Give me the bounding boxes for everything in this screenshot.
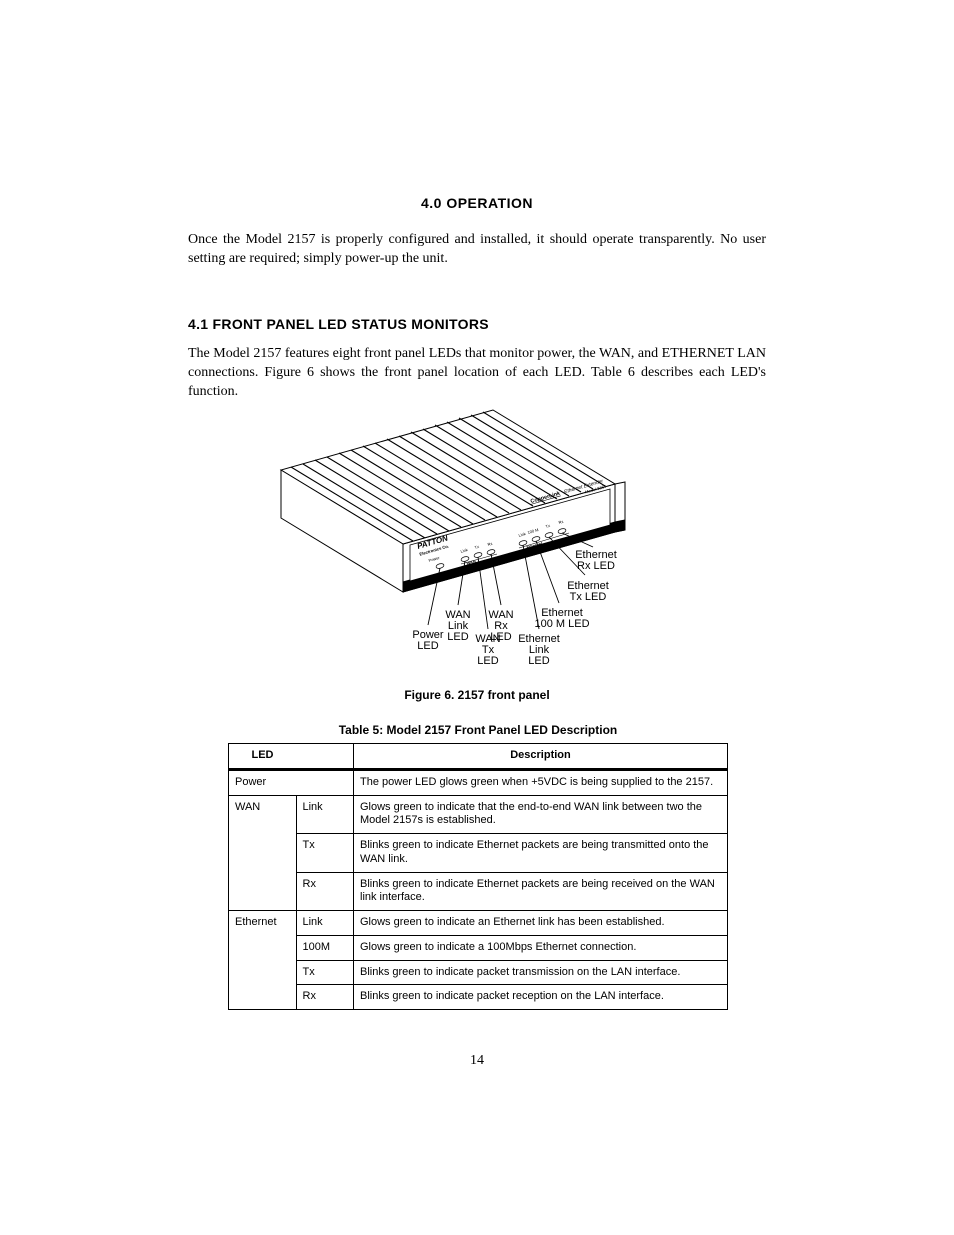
td-led-sig: Link	[296, 795, 354, 834]
callout-eth-100m-led: Ethernet100 M LED	[534, 607, 589, 630]
callout-wan-link-led: WANLinkLED	[445, 609, 470, 643]
subsection-title: 4.1 FRONT PANEL LED STATUS MONITORS	[188, 316, 489, 332]
td-led-group: Ethernet	[229, 911, 297, 1010]
table-row: Tx Blinks green to indicate packet trans…	[229, 960, 728, 985]
callout-eth-rx-led: EthernetRx LED	[575, 549, 617, 572]
td-desc: The power LED glows green when +5VDC is …	[354, 769, 728, 795]
td-desc: Blinks green to indicate packet receptio…	[354, 985, 728, 1010]
table-header-row: LED Description	[229, 744, 728, 770]
td-led-sig: Tx	[296, 960, 354, 985]
td-desc: Blinks green to indicate Ethernet packet…	[354, 834, 728, 873]
table-row: Rx Blinks green to indicate packet recep…	[229, 985, 728, 1010]
table-row: Rx Blinks green to indicate Ethernet pac…	[229, 872, 728, 911]
td-desc: Glows green to indicate an Ethernet link…	[354, 911, 728, 936]
td-desc: Glows green to indicate a 100Mbps Ethern…	[354, 935, 728, 960]
front-panel-figure: PATTON Electronics Co. CopperLink Ethern…	[275, 397, 679, 678]
td-desc: Glows green to indicate that the end-to-…	[354, 795, 728, 834]
td-led-sig: 100M	[296, 935, 354, 960]
td-desc: Blinks green to indicate packet transmis…	[354, 960, 728, 985]
th-led-signal	[296, 744, 354, 770]
callout-eth-tx-led: EthernetTx LED	[567, 580, 609, 603]
td-led-sig: Rx	[296, 872, 354, 911]
td-led-sig: Tx	[296, 834, 354, 873]
callout-eth-link-led: EthernetLinkLED	[518, 633, 560, 667]
td-led-sig: Rx	[296, 985, 354, 1010]
td-led: Power	[229, 769, 354, 795]
td-led-sig: Link	[296, 911, 354, 936]
td-desc: Blinks green to indicate Ethernet packet…	[354, 872, 728, 911]
callout-power-led: PowerLED	[412, 629, 444, 652]
th-led-group: LED	[229, 744, 297, 770]
figure-caption: Figure 6. 2157 front panel	[0, 688, 954, 702]
callout-wan-rx-led: WANRxLED	[488, 609, 513, 643]
table-row: Ethernet Link Glows green to indicate an…	[229, 911, 728, 936]
page-number: 14	[0, 1053, 954, 1069]
intro-paragraph: Once the Model 2157 is properly configur…	[188, 231, 766, 269]
table-row: Power The power LED glows green when +5V…	[229, 769, 728, 795]
td-led-group: WAN	[229, 795, 297, 911]
table-row: 100M Glows green to indicate a 100Mbps E…	[229, 935, 728, 960]
table-row: WAN Link Glows green to indicate that th…	[229, 795, 728, 834]
table-caption: Table 5: Model 2157 Front Panel LED Desc…	[228, 723, 728, 743]
section-title: 4.0 OPERATION	[0, 195, 954, 211]
table-row: Tx Blinks green to indicate Ethernet pac…	[229, 834, 728, 873]
led-description-table: Table 5: Model 2157 Front Panel LED Desc…	[228, 723, 728, 1010]
subsection-paragraph: The Model 2157 features eight front pane…	[188, 345, 766, 402]
th-description: Description	[354, 744, 728, 770]
